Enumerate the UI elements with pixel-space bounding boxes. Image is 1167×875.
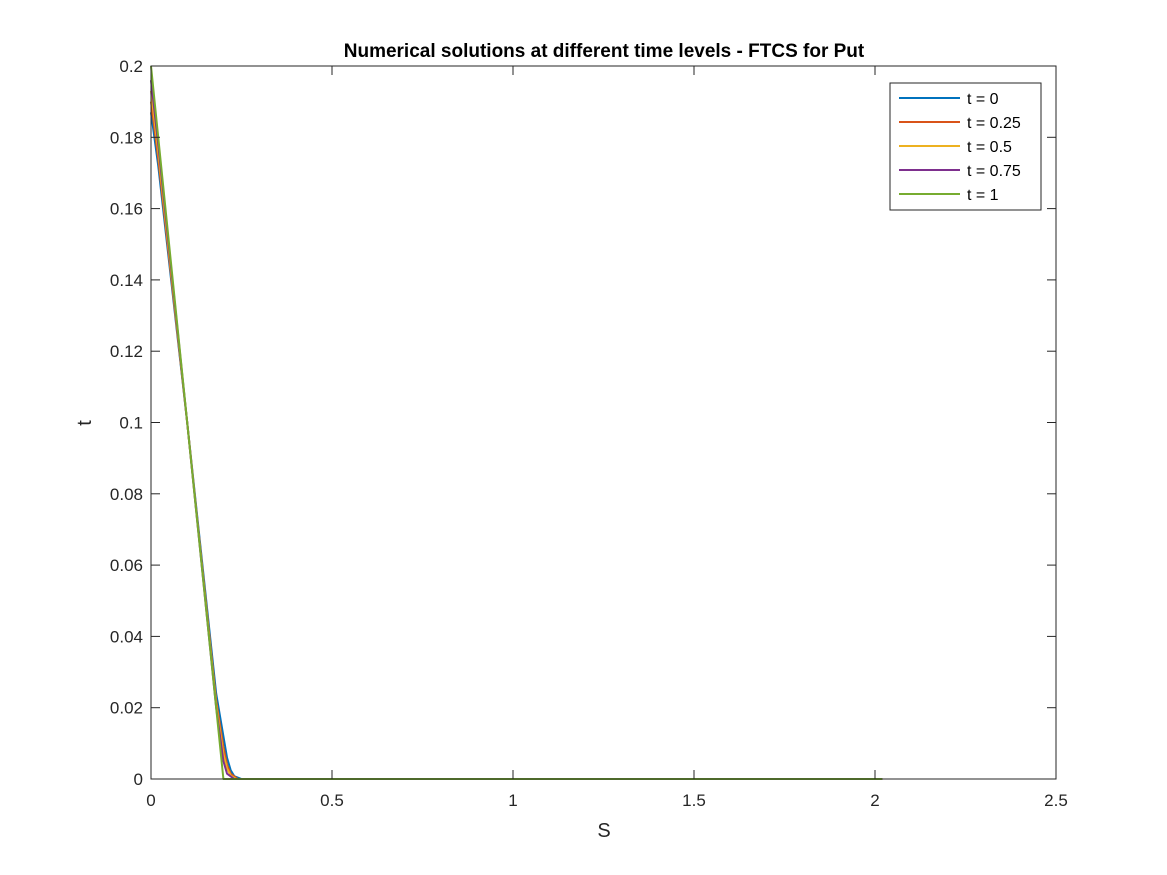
legend-label: t = 0.5 [967, 139, 1012, 156]
legend-item: t = 0.5 [899, 139, 1012, 156]
chart-title: Numerical solutions at different time le… [344, 41, 865, 62]
y-tick-label: 0.08 [110, 485, 143, 504]
legend-item: t = 1 [899, 187, 999, 204]
legend-label: t = 0.25 [967, 115, 1021, 132]
legend-item: t = 0 [899, 91, 999, 108]
y-tick-label: 0.02 [110, 699, 143, 718]
legend-label: t = 0.75 [967, 163, 1021, 180]
x-axis-ticks: 0 0.5 1 1.5 2 2.5 [146, 66, 1068, 810]
plot-lines [150, 65, 883, 780]
legend-label: t = 1 [967, 187, 999, 204]
legend: t = 0 t = 0.25 t = 0.5 t = 0.75 t = 1 [889, 82, 1042, 211]
x-tick-label: 1 [508, 791, 517, 810]
y-tick-label: 0.06 [110, 556, 143, 575]
y-tick-label: 0.04 [110, 627, 143, 646]
x-tick-label: 2.5 [1044, 791, 1068, 810]
legend-label: t = 0 [967, 91, 999, 108]
y-tick-label: 0.18 [110, 128, 143, 147]
y-tick-label: 0.12 [110, 342, 143, 361]
y-tick-label: 0.16 [110, 200, 143, 219]
y-tick-label: 0.14 [110, 271, 143, 290]
legend-item: t = 0.25 [899, 115, 1021, 132]
x-tick-label: 1.5 [682, 791, 706, 810]
y-axis-ticks: 0 0.02 0.04 0.06 0.08 0.1 0.12 0.14 0.16 0.18 0.2 [110, 57, 1056, 789]
x-tick-label: 0.5 [320, 791, 344, 810]
y-axis-title: t [74, 420, 96, 426]
y-tick-label: 0.1 [119, 414, 143, 433]
y-tick-label: 0 [134, 770, 143, 789]
y-tick-label: 0.2 [119, 57, 143, 76]
legend-item: t = 0.75 [899, 163, 1021, 180]
legend-items: t = 0 t = 0.25 t = 0.5 t = 0.75 t = 1 [899, 91, 1021, 204]
x-tick-label: 0 [146, 791, 155, 810]
x-axis-title: S [597, 820, 610, 842]
x-tick-label: 2 [870, 791, 879, 810]
